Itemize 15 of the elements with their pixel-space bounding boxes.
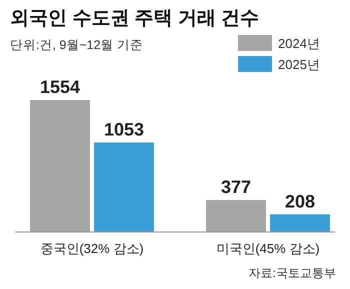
bar (30, 100, 90, 232)
data-label: 377 (220, 176, 252, 197)
legend-label: 2025년 (278, 57, 320, 72)
data-label: 1554 (40, 77, 80, 97)
bar (270, 214, 330, 232)
legend-label: 2024년 (278, 36, 320, 51)
chart-title: 외국인 수도권 주택 거래 건수 (10, 8, 260, 29)
bar (206, 200, 266, 232)
text: 자료:국토교통부 (248, 266, 336, 280)
data-label: 1053 (104, 120, 144, 140)
x-tick-label: 중국인(32% 감소) (40, 241, 144, 256)
chart-subtitle: 단위:건, 9월~12월 기준 (10, 38, 144, 52)
x-tick-label: 미국인(45% 감소) (216, 241, 320, 256)
data-label: 208 (284, 191, 316, 212)
bar (94, 142, 154, 232)
